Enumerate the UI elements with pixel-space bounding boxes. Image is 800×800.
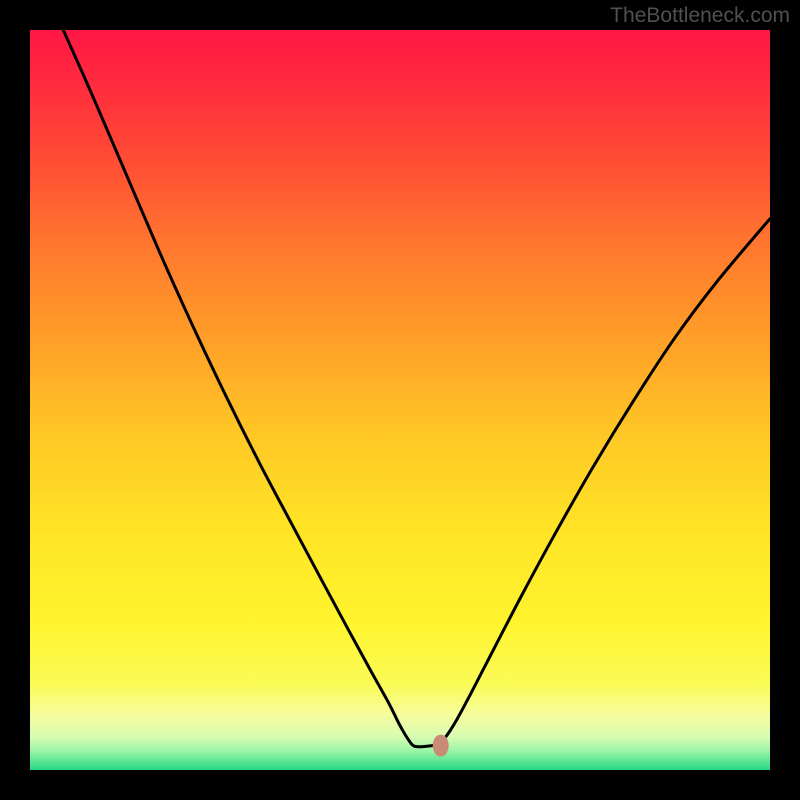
- bottleneck-chart: [0, 0, 800, 800]
- plot-area: [30, 30, 770, 770]
- source-attribution: TheBottleneck.com: [610, 4, 790, 28]
- optimal-point-marker: [433, 735, 449, 757]
